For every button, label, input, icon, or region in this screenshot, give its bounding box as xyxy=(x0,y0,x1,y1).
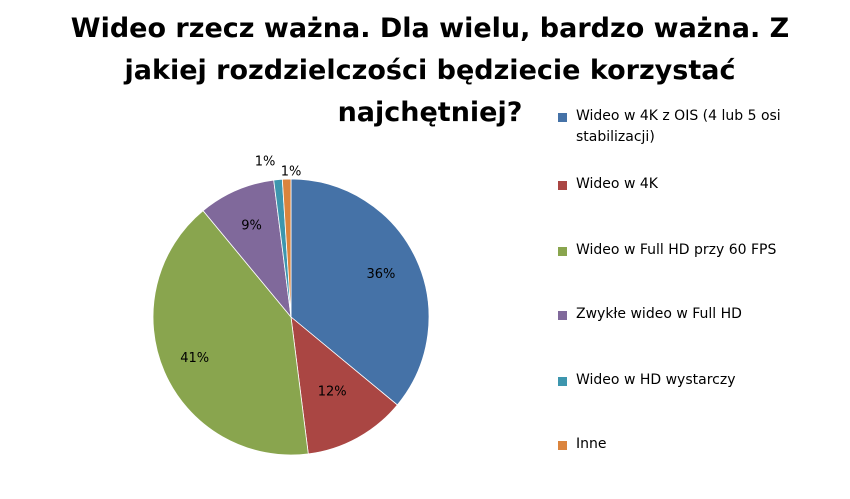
legend-item: Wideo w HD wystarczy xyxy=(558,370,848,391)
legend-label: Zwykłe wideo w Full HD xyxy=(576,306,742,322)
pie-slice xyxy=(290,178,430,406)
chart-title-line: jakiej rozdzielczości będziecie korzysta… xyxy=(124,55,736,86)
slice-data-label: 9% xyxy=(241,218,262,233)
legend-item: Zwykłe wideo w Full HD xyxy=(558,304,848,325)
slice-data-label: 1% xyxy=(281,165,302,180)
legend-label: Wideo w HD wystarczy xyxy=(576,372,736,388)
pie-slices xyxy=(152,178,430,456)
legend-label: Wideo w Full HD przy 60 FPS xyxy=(576,242,777,258)
legend-label: Inne xyxy=(576,436,607,452)
legend-item: Wideo w 4K xyxy=(558,174,848,195)
legend-label: Wideo w 4K xyxy=(576,176,658,192)
chart-title: Wideo rzecz ważna. Dla wielu, bardzo waż… xyxy=(70,8,790,134)
pie-slice xyxy=(281,178,292,318)
slice-data-label: 36% xyxy=(366,267,395,282)
slice-data-label: 41% xyxy=(180,351,209,366)
legend-label: Wideo w 4K z OIS (4 lub 5 osi stabilizac… xyxy=(576,108,781,145)
slice-data-label: 12% xyxy=(318,385,347,400)
pie-slice xyxy=(152,210,309,456)
pie-slice xyxy=(290,316,398,455)
legend-swatch xyxy=(558,311,567,320)
legend-item: Wideo w Full HD przy 60 FPS xyxy=(558,240,848,261)
slice-data-label: 1% xyxy=(255,155,276,170)
pie-slice-labels: 36% 12% 41% 9% 1% 1% xyxy=(180,155,395,400)
legend-swatch xyxy=(558,247,567,256)
legend-swatch xyxy=(558,113,567,122)
chart-title-line: Wideo rzecz ważna. Dla wielu, bardzo waż… xyxy=(70,13,790,44)
chart-title-line: najchętniej? xyxy=(337,97,523,128)
legend-swatch xyxy=(558,377,567,386)
legend-swatch xyxy=(558,441,567,450)
legend-item: Inne xyxy=(558,434,848,455)
legend-swatch xyxy=(558,181,567,190)
legend-item: Wideo w 4K z OIS (4 lub 5 osi stabilizac… xyxy=(558,106,848,148)
